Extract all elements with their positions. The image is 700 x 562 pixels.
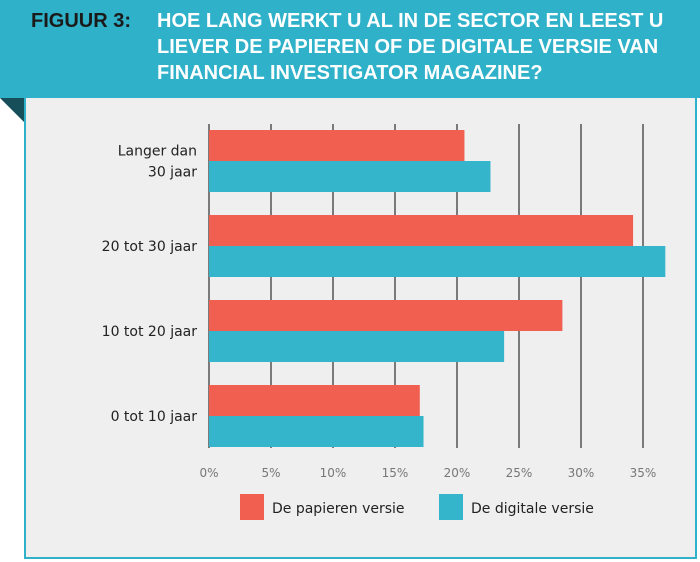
x-tick-label-0: 0% bbox=[199, 466, 218, 480]
bar-digitale-2 bbox=[209, 331, 505, 362]
category-label-1-0: 20 tot 30 jaar bbox=[102, 239, 198, 255]
bar-digitale-3 bbox=[209, 416, 424, 447]
bar-chart: Langer dan 30 jaar 20 tot 30 jaar 10 tot 20… bbox=[102, 124, 666, 520]
banner-fold-decoration bbox=[0, 98, 24, 122]
figure-label: FIGUUR 3: bbox=[31, 10, 131, 32]
bar-papieren-1 bbox=[209, 215, 634, 246]
x-tick-label-20: 20% bbox=[444, 466, 471, 480]
category-label-0-0: Langer dan bbox=[118, 144, 197, 160]
bar-digitale-1 bbox=[209, 246, 666, 277]
category-label-0-1: 30 jaar bbox=[148, 165, 197, 181]
figure-header-banner: FIGUUR 3: HOE LANG WERKT U AL IN DE SECT… bbox=[0, 0, 700, 98]
bar-digitale-0 bbox=[209, 161, 491, 192]
category-label-3-0: 0 tot 10 jaar bbox=[111, 409, 198, 425]
bar-papieren-2 bbox=[209, 300, 563, 331]
legend-digitale-swatch bbox=[439, 494, 463, 520]
x-tick-label-15: 15% bbox=[382, 466, 409, 480]
bar-papieren-3 bbox=[209, 385, 420, 416]
x-tick-label-25: 25% bbox=[506, 466, 533, 480]
bar-papieren-0 bbox=[209, 130, 465, 161]
chart-panel: Langer dan 30 jaar 20 tot 30 jaar 10 tot 20… bbox=[24, 98, 697, 559]
x-tick-label-5: 5% bbox=[261, 466, 280, 480]
figure-title: HOE LANG WERKT U AL IN DE SECTOR EN LEES… bbox=[157, 10, 664, 84]
category-label-2-0: 10 tot 20 jaar bbox=[102, 324, 198, 340]
legend-papieren-label: De papieren versie bbox=[272, 501, 405, 517]
legend-papieren-swatch bbox=[240, 494, 264, 520]
legend-digitale-label: De digitale versie bbox=[471, 501, 594, 517]
x-tick-label-10: 10% bbox=[320, 466, 347, 480]
x-tick-label-35: 35% bbox=[630, 466, 657, 480]
x-tick-label-30: 30% bbox=[568, 466, 595, 480]
